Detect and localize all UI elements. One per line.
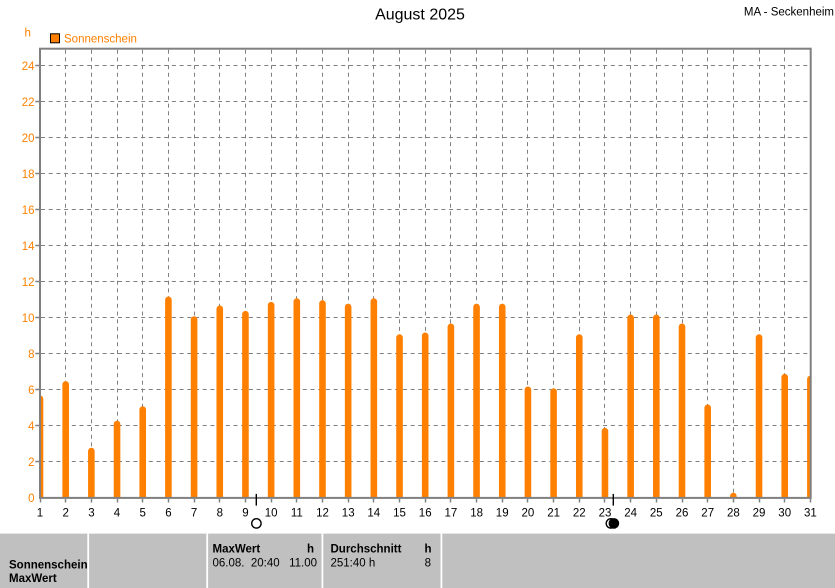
svg-text:Sonnenschein: Sonnenschein bbox=[9, 560, 88, 572]
svg-text:10: 10 bbox=[265, 508, 278, 520]
svg-text:4: 4 bbox=[28, 421, 35, 433]
svg-text:26: 26 bbox=[676, 508, 689, 520]
svg-text:16: 16 bbox=[419, 508, 432, 520]
svg-text:17: 17 bbox=[445, 508, 458, 520]
svg-text:13: 13 bbox=[342, 508, 355, 520]
svg-text:23: 23 bbox=[599, 508, 612, 520]
svg-text:2: 2 bbox=[28, 457, 34, 469]
svg-text:31: 31 bbox=[804, 508, 817, 520]
svg-text:06.08. 20:40: 06.08. 20:40 bbox=[213, 557, 280, 569]
svg-text:11: 11 bbox=[291, 508, 303, 520]
svg-text:14: 14 bbox=[367, 508, 380, 520]
svg-text:16: 16 bbox=[22, 205, 35, 217]
svg-text:Durchschnitt: Durchschnitt bbox=[331, 543, 402, 555]
svg-text:15: 15 bbox=[393, 508, 406, 520]
svg-text:August 2025: August 2025 bbox=[375, 7, 465, 24]
svg-text:5: 5 bbox=[139, 508, 145, 520]
svg-text:29: 29 bbox=[753, 508, 766, 520]
svg-text:8: 8 bbox=[28, 349, 34, 361]
svg-text:14: 14 bbox=[22, 241, 35, 253]
svg-text:MaxWert: MaxWert bbox=[213, 543, 261, 555]
svg-text:30: 30 bbox=[778, 508, 791, 520]
svg-text:19: 19 bbox=[496, 508, 509, 520]
svg-text:12: 12 bbox=[316, 508, 329, 520]
svg-text:MA - Seckenheim: MA - Seckenheim bbox=[744, 7, 834, 19]
svg-text:3: 3 bbox=[88, 508, 94, 520]
svg-text:h: h bbox=[307, 543, 314, 555]
svg-text:Sonnenschein: Sonnenschein bbox=[64, 33, 137, 45]
svg-text:2: 2 bbox=[62, 508, 68, 520]
svg-text:18: 18 bbox=[470, 508, 483, 520]
svg-text:11.00: 11.00 bbox=[289, 557, 317, 569]
svg-text:6: 6 bbox=[28, 385, 34, 397]
svg-text:6: 6 bbox=[165, 508, 171, 520]
svg-text:20: 20 bbox=[522, 508, 535, 520]
svg-text:22: 22 bbox=[573, 508, 586, 520]
svg-text:8: 8 bbox=[425, 557, 431, 569]
svg-text:21: 21 bbox=[547, 508, 560, 520]
svg-text:28: 28 bbox=[727, 508, 740, 520]
svg-text:8: 8 bbox=[217, 508, 223, 520]
svg-text:251:40 h: 251:40 h bbox=[331, 557, 376, 569]
svg-text:h: h bbox=[424, 543, 431, 555]
svg-text:25: 25 bbox=[650, 508, 663, 520]
svg-text:20: 20 bbox=[22, 133, 35, 145]
svg-text:24: 24 bbox=[22, 61, 35, 73]
svg-text:0: 0 bbox=[28, 493, 34, 505]
svg-text:12: 12 bbox=[22, 277, 35, 289]
svg-text:4: 4 bbox=[114, 508, 121, 520]
svg-text:h: h bbox=[25, 28, 31, 40]
svg-text:MaxWert: MaxWert bbox=[9, 573, 57, 585]
svg-text:7: 7 bbox=[191, 508, 197, 520]
svg-text:22: 22 bbox=[22, 97, 35, 109]
svg-text:9: 9 bbox=[242, 508, 248, 520]
svg-text:27: 27 bbox=[701, 508, 714, 520]
svg-text:18: 18 bbox=[22, 169, 35, 181]
svg-text:24: 24 bbox=[624, 508, 637, 520]
svg-text:10: 10 bbox=[22, 313, 35, 325]
svg-text:1: 1 bbox=[37, 508, 43, 520]
